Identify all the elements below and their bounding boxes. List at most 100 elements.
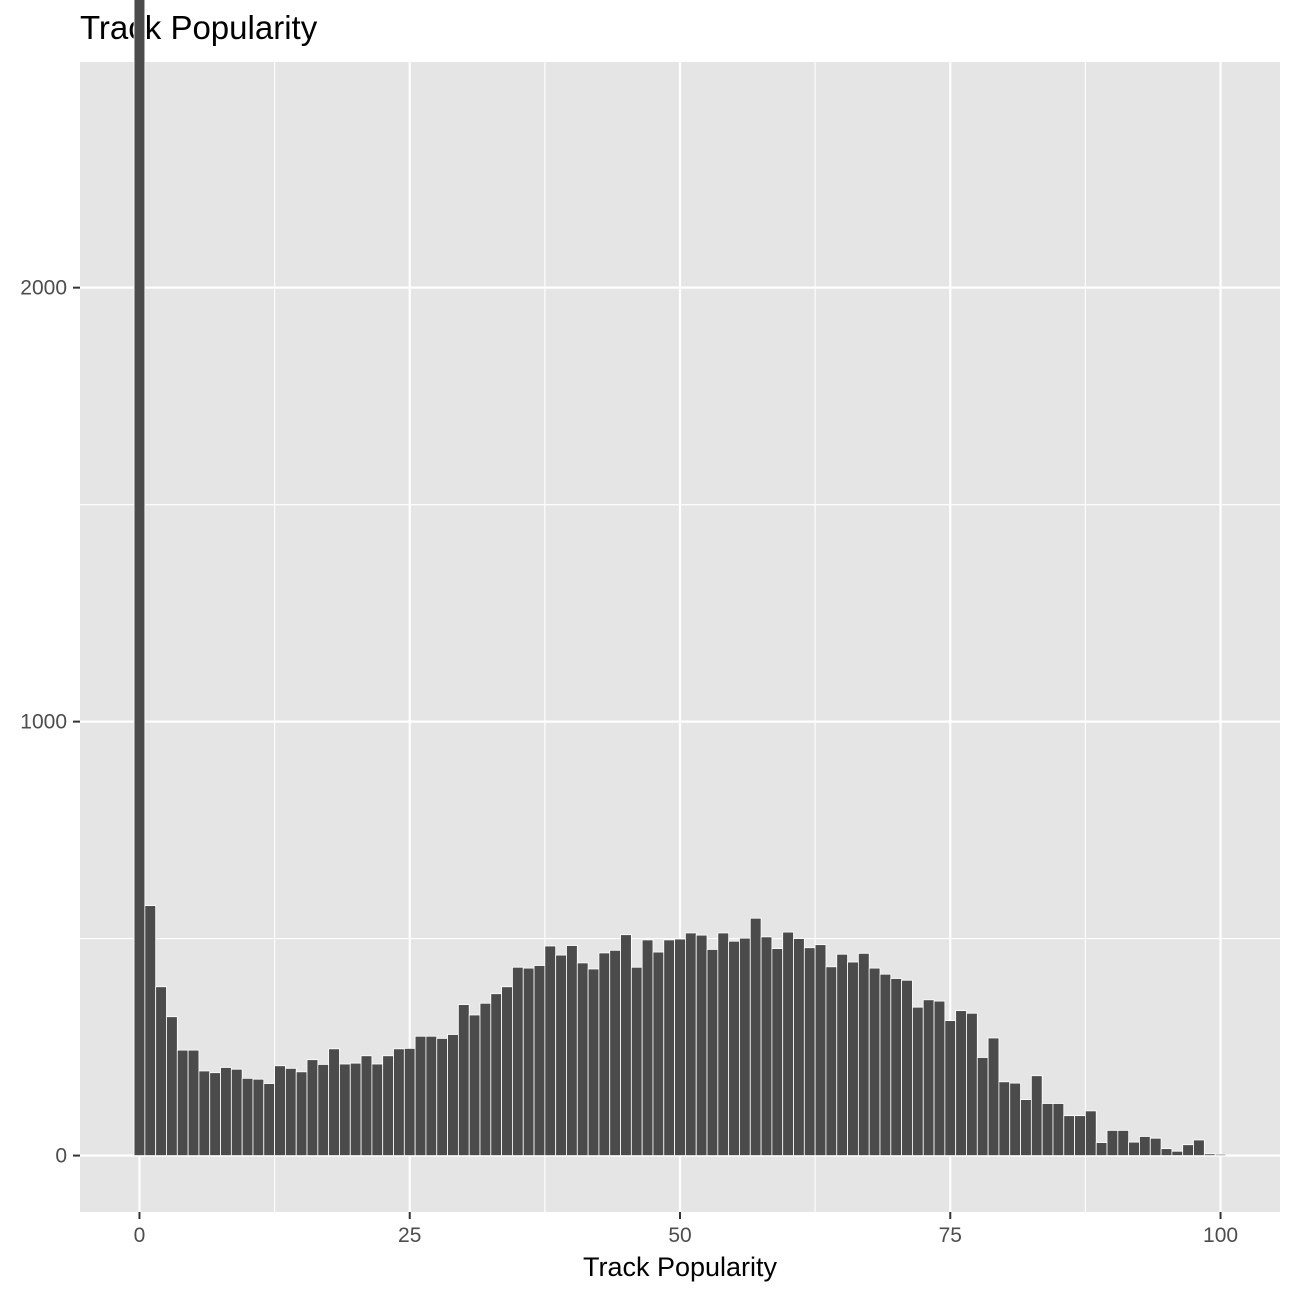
histogram-bar: [252, 1078, 265, 1156]
x-tick-label: 75: [939, 1224, 962, 1247]
histogram-bar: [1139, 1136, 1151, 1156]
histogram-bar: [814, 944, 827, 1156]
histogram-bar: [263, 1083, 275, 1156]
histogram-bar: [1117, 1130, 1130, 1156]
histogram-bar: [241, 1077, 254, 1156]
histogram-bar: [533, 965, 546, 1156]
histogram-bar: [403, 1047, 416, 1156]
histogram-bar: [317, 1064, 330, 1156]
histogram-bar: [685, 932, 697, 1156]
histogram-bar: [847, 961, 859, 1156]
histogram-bar: [425, 1035, 438, 1156]
histogram-bar: [944, 1020, 957, 1156]
histogram-bar: [933, 1000, 946, 1156]
histogram-bar: [274, 1065, 286, 1156]
chart-title: Track Popularity: [80, 9, 318, 46]
histogram-bar: [501, 986, 513, 1156]
histogram-bar: [879, 973, 892, 1156]
histogram-bar: [468, 1014, 481, 1156]
histogram-bar: [339, 1063, 351, 1156]
bars: [133, 0, 1227, 1156]
histogram-bar: [144, 905, 157, 1156]
histogram-bar: [1009, 1082, 1021, 1156]
histogram-bar: [739, 937, 751, 1156]
histogram-bar: [836, 953, 848, 1156]
histogram-bar: [371, 1063, 384, 1156]
histogram-bar: [544, 945, 557, 1156]
histogram-bar: [1171, 1150, 1184, 1156]
histogram-bar: [328, 1048, 340, 1156]
histogram-bar: [1041, 1103, 1054, 1156]
histogram-bar: [1095, 1142, 1108, 1156]
histogram-bar: [198, 1070, 211, 1156]
histogram-bar: [512, 966, 524, 1156]
histogram-bar: [825, 966, 838, 1156]
histogram-bar: [857, 952, 870, 1156]
histogram-bar: [522, 967, 535, 1156]
y-axis: 0 1000 2000: [20, 277, 80, 1168]
histogram-bar: [1106, 1130, 1119, 1156]
histogram-bar: [220, 1067, 232, 1156]
histogram-bar: [349, 1062, 362, 1156]
histogram-bar: [630, 966, 643, 1156]
histogram-bar: [566, 945, 578, 1156]
histogram-bar: [382, 1055, 394, 1156]
histogram-bar: [295, 1071, 308, 1156]
histogram-bar: [436, 1038, 448, 1156]
histogram-bar: [166, 1016, 178, 1156]
histogram-bar: [674, 938, 686, 1156]
histogram-bar: [1063, 1115, 1075, 1156]
histogram-bar: [901, 979, 913, 1156]
histogram-bar: [187, 1049, 200, 1156]
histogram-bar: [987, 1037, 1000, 1156]
histogram-bar: [457, 1004, 470, 1156]
histogram-bar: [609, 949, 621, 1156]
histogram-bar: [1052, 1103, 1065, 1156]
histogram-bar: [976, 1057, 989, 1156]
histogram-bar: [922, 999, 935, 1156]
histogram-bar: [966, 1012, 978, 1156]
histogram-bar: [641, 939, 654, 1156]
histogram-bar: [447, 1034, 459, 1156]
histogram-bar: [1085, 1110, 1097, 1156]
y-tick-label: 1000: [20, 711, 67, 734]
x-axis: 0 25 50 75 100: [134, 1212, 1238, 1247]
histogram-bar: [490, 993, 503, 1156]
histogram-bar: [1074, 1115, 1086, 1156]
histogram-bar: [479, 1002, 492, 1156]
histogram-bar: [285, 1067, 297, 1156]
histogram-bar: [1203, 1153, 1216, 1156]
histogram-bar: [782, 931, 794, 1156]
histogram-bar: [695, 934, 708, 1156]
histogram-bar: [155, 986, 167, 1156]
histogram-bar: [230, 1068, 243, 1156]
y-tick-label: 0: [55, 1145, 67, 1168]
histogram-bar: [955, 1010, 967, 1156]
histogram-bar: [576, 962, 589, 1156]
x-tick-label: 100: [1203, 1224, 1238, 1247]
histogram-bar: [706, 949, 719, 1156]
histogram-bar: [1030, 1075, 1043, 1156]
histogram-bar: [360, 1055, 373, 1156]
histogram-bar: [1160, 1148, 1173, 1156]
histogram-bar: [912, 1006, 924, 1156]
histogram-bar: [1128, 1141, 1140, 1156]
histogram-bar: [555, 954, 567, 1156]
y-tick-label: 2000: [20, 277, 67, 300]
histogram-bar: [176, 1049, 189, 1156]
histogram-bar: [620, 934, 632, 1156]
histogram-bar: [749, 917, 762, 1156]
histogram-bar: [663, 939, 675, 1156]
x-tick-label: 50: [668, 1224, 691, 1247]
histogram-bar: [793, 938, 805, 1156]
x-tick-label: 0: [134, 1224, 146, 1247]
histogram-bar: [133, 0, 146, 1156]
histogram-bar: [1182, 1144, 1194, 1156]
histogram-bar: [771, 948, 784, 1156]
histogram-bar: [1214, 1153, 1227, 1156]
histogram-bar: [717, 932, 730, 1156]
histogram-bar: [803, 947, 816, 1156]
histogram-bar: [868, 967, 881, 1156]
histogram-bar: [587, 968, 600, 1156]
